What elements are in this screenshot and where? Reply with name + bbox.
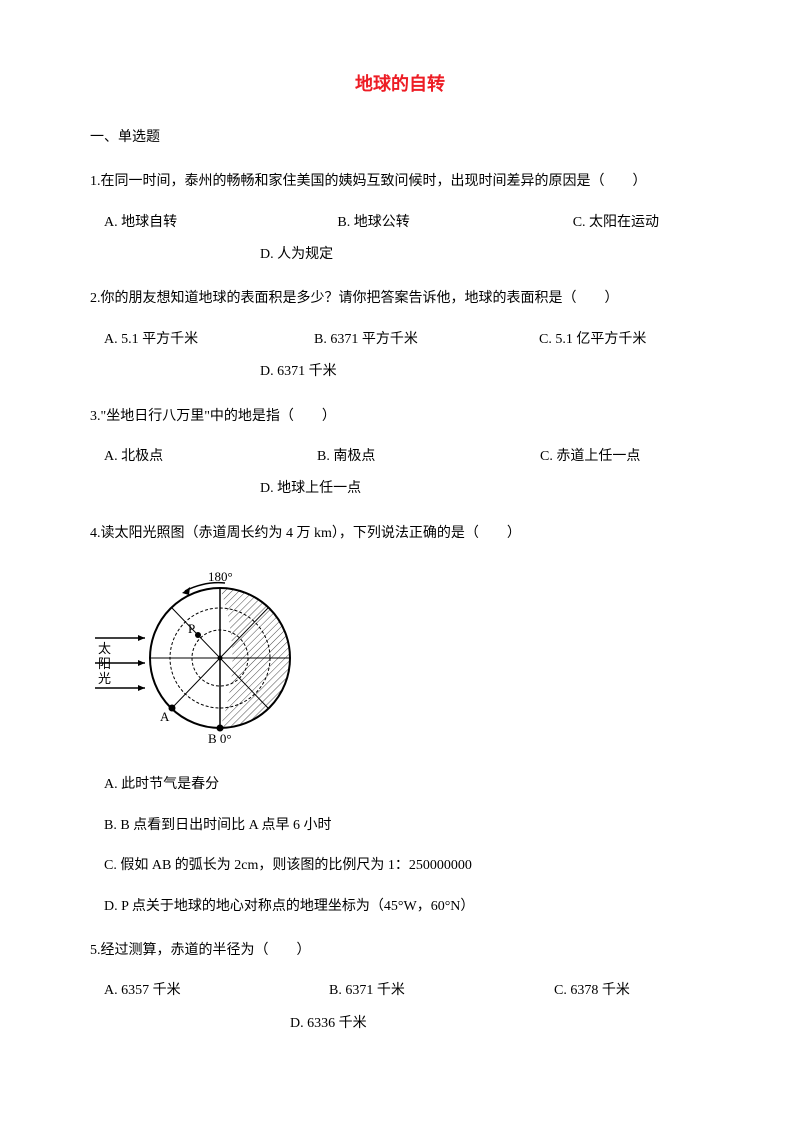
- sun-diagram-svg: 太 阳 光: [90, 563, 320, 748]
- q3-option-a: A. 北极点: [104, 446, 317, 468]
- q5-option-c: C. 6378 千米: [554, 980, 630, 1002]
- q1-text: 1.在同一时间，泰州的畅畅和家住美国的姨妈互致问候时，出现时间差异的原因是（ ）: [90, 171, 710, 193]
- q4-options: A. 此时节气是春分 B. B 点看到日出时间比 A 点早 6 小时 C. 假如…: [90, 774, 710, 918]
- q1-option-c: C. 太阳在运动: [573, 212, 710, 234]
- question-3: 3."坐地日行八万里"中的地是指（ ） A. 北极点 B. 南极点 C. 赤道上…: [90, 406, 710, 501]
- q3-option-b: B. 南极点: [317, 446, 540, 468]
- q4-option-a: A. 此时节气是春分: [90, 774, 710, 796]
- diagram-a-label: A: [160, 709, 170, 724]
- sunlight-label: 太: [98, 641, 111, 656]
- q2-option-a: A. 5.1 平方千米: [104, 329, 314, 351]
- q2-options-row1: A. 5.1 平方千米 B. 6371 平方千米 C. 5.1 亿平方千米: [90, 329, 710, 351]
- q1-option-d: D. 人为规定: [260, 244, 333, 266]
- q2-text: 2.你的朋友想知道地球的表面积是多少？请你把答案告诉他，地球的表面积是（ ）: [90, 288, 710, 310]
- q2-option-b: B. 6371 平方千米: [314, 329, 539, 351]
- page-title: 地球的自转: [90, 70, 710, 99]
- q1-options-row2: D. 人为规定: [90, 244, 710, 266]
- svg-text:光: 光: [98, 671, 111, 686]
- q1-option-b: B. 地球公转: [337, 212, 572, 234]
- q5-text: 5.经过测算，赤道的半径为（ ）: [90, 940, 710, 962]
- q4-option-b: B. B 点看到日出时间比 A 点早 6 小时: [90, 815, 710, 837]
- diagram-b-label: B 0°: [208, 731, 232, 746]
- q5-option-d: D. 6336 千米: [290, 1013, 367, 1035]
- q1-options-row1: A. 地球自转 B. 地球公转 C. 太阳在运动: [90, 212, 710, 234]
- q1-option-a: A. 地球自转: [104, 212, 337, 234]
- section-header: 一、单选题: [90, 127, 710, 149]
- q4-text: 4.读太阳光照图（赤道周长约为 4 万 km），下列说法正确的是（ ）: [90, 523, 710, 545]
- q3-option-c: C. 赤道上任一点: [540, 446, 640, 468]
- q2-option-d: D. 6371 千米: [260, 361, 337, 383]
- q5-options-row2: D. 6336 千米: [90, 1013, 710, 1035]
- q2-options-row2: D. 6371 千米: [90, 361, 710, 383]
- diagram-p-label: P: [188, 621, 195, 636]
- question-4: 4.读太阳光照图（赤道周长约为 4 万 km），下列说法正确的是（ ） 太 阳 …: [90, 523, 710, 918]
- q5-option-a: A. 6357 千米: [104, 980, 329, 1002]
- q3-options-row1: A. 北极点 B. 南极点 C. 赤道上任一点: [90, 446, 710, 468]
- sun-diagram: 太 阳 光: [90, 563, 710, 756]
- question-2: 2.你的朋友想知道地球的表面积是多少？请你把答案告诉他，地球的表面积是（ ） A…: [90, 288, 710, 383]
- q5-options-row1: A. 6357 千米 B. 6371 千米 C. 6378 千米: [90, 980, 710, 1002]
- q3-text: 3."坐地日行八万里"中的地是指（ ）: [90, 406, 710, 428]
- q4-option-d: D. P 点关于地球的地心对称点的地理坐标为（45°W，60°N）: [90, 896, 710, 918]
- q5-option-b: B. 6371 千米: [329, 980, 554, 1002]
- q4-option-c: C. 假如 AB 的弧长为 2cm，则该图的比例尺为 1：250000000: [90, 855, 710, 877]
- diagram-180-label: 180°: [208, 569, 233, 584]
- question-5: 5.经过测算，赤道的半径为（ ） A. 6357 千米 B. 6371 千米 C…: [90, 940, 710, 1035]
- svg-text:阳: 阳: [98, 656, 111, 671]
- q3-options-row2: D. 地球上任一点: [90, 478, 710, 500]
- q2-option-c: C. 5.1 亿平方千米: [539, 329, 646, 351]
- question-1: 1.在同一时间，泰州的畅畅和家住美国的姨妈互致问候时，出现时间差异的原因是（ ）…: [90, 171, 710, 266]
- q3-option-d: D. 地球上任一点: [260, 478, 361, 500]
